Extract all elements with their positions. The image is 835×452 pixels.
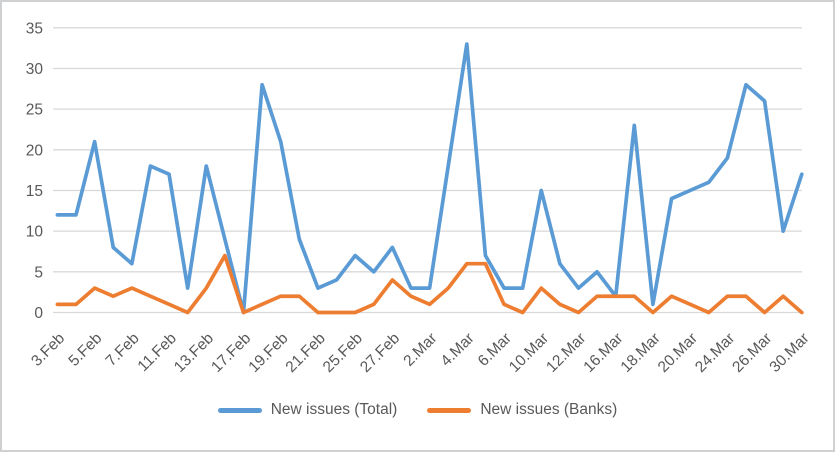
y-axis-tick-label: 35 bbox=[26, 20, 43, 37]
total-line-marker bbox=[217, 407, 262, 413]
chart-legend: New issues (Total) New issues (Banks) bbox=[2, 401, 833, 419]
x-axis-tick-label: 11.Feb bbox=[135, 330, 180, 375]
y-axis-tick-label: 10 bbox=[26, 224, 44, 241]
x-axis-tick-label: 19.Feb bbox=[245, 330, 291, 376]
x-axis-tick-label: 2.Mar bbox=[400, 330, 440, 370]
series-banks-line bbox=[55, 253, 804, 315]
x-axis-tick-label: 17.Feb bbox=[208, 330, 254, 376]
x-axis-tick-label: 10.Mar bbox=[506, 330, 552, 376]
x-axis-tick-label: 5.Feb bbox=[65, 330, 105, 370]
y-axis-tick-label: 30 bbox=[26, 61, 44, 78]
x-axis-tick-label: 12.Mar bbox=[543, 330, 589, 376]
y-axis-tick-label: 20 bbox=[26, 142, 44, 159]
legend-entry-total: New issues (Total) bbox=[217, 401, 398, 419]
x-axis-tick-label: 30.Mar bbox=[766, 330, 812, 376]
x-axis-tick-label: 21.Feb bbox=[283, 330, 329, 376]
x-axis-tick-label: 18.Mar bbox=[618, 330, 664, 376]
x-axis-tick-label: 4.Mar bbox=[438, 330, 478, 370]
legend-label-total: New issues (Total) bbox=[270, 401, 398, 418]
y-axis-tick-label: 15 bbox=[26, 183, 43, 200]
legend-entry-banks: New issues (Banks) bbox=[427, 401, 617, 419]
x-axis-tick-label: 13.Feb bbox=[171, 330, 217, 376]
y-axis-tick-label: 0 bbox=[34, 305, 43, 322]
y-axis-tick-label: 25 bbox=[26, 102, 43, 119]
x-axis-tick-label: 3.Feb bbox=[28, 330, 68, 370]
banks-line-marker bbox=[427, 407, 472, 413]
x-axis-tick-label: 20.Mar bbox=[655, 330, 701, 376]
series-total-line bbox=[55, 42, 804, 315]
x-axis-tick-label: 16.Mar bbox=[580, 330, 626, 376]
x-axis-tick-label: 26.Mar bbox=[729, 330, 775, 376]
x-axis-tick-label: 25.Feb bbox=[320, 330, 366, 376]
x-axis-tick-label: 24.Mar bbox=[692, 330, 738, 376]
x-axis-tick-label: 27.Feb bbox=[357, 330, 403, 376]
y-axis-tick-label: 5 bbox=[34, 264, 43, 281]
legend-label-banks: New issues (Banks) bbox=[480, 401, 618, 418]
